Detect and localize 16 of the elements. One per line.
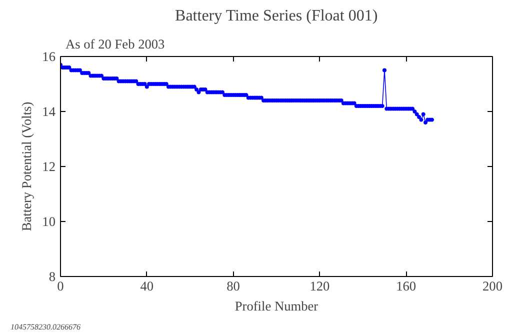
y-axis-title: Battery Potential (Volts)	[19, 102, 34, 232]
y-tick-label: 16	[42, 49, 56, 64]
y-tick-label: 10	[42, 214, 56, 229]
x-axis-title: Profile Number	[234, 298, 319, 314]
x-tick-label: 40	[140, 278, 154, 294]
chart-subtitle: As of 20 Feb 2003	[66, 36, 166, 52]
x-tick-label: 160	[396, 278, 416, 294]
x-tick-label: 200	[482, 278, 503, 294]
x-tick-label: 120	[310, 278, 330, 294]
x-tick-label: 0	[57, 278, 64, 294]
y-tick-label: 14	[42, 104, 56, 119]
y-tick-label: 12	[42, 159, 56, 174]
chart-title: Battery Time Series (Float 001)	[175, 8, 378, 24]
text: 1045758230.0266676	[10, 322, 80, 332]
y-tick-label: 8	[48, 269, 56, 284]
x-tick-label: 80	[226, 278, 240, 294]
